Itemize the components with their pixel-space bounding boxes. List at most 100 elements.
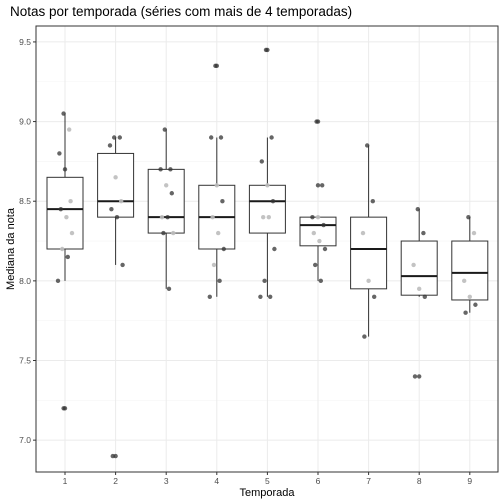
data-point (272, 246, 277, 252)
data-point (462, 278, 467, 284)
box-iqr (46, 176, 84, 250)
data-point (61, 406, 66, 411)
x-axis-title: Temporada (239, 487, 295, 499)
data-point (213, 63, 218, 69)
data-point (370, 199, 375, 204)
data-point (265, 183, 270, 188)
x-tick-label: 3 (164, 476, 169, 486)
data-point (311, 230, 316, 236)
data-point (314, 119, 319, 124)
y-axis-title: Mediana da nota (5, 207, 17, 290)
data-point (164, 183, 169, 188)
chart-title: Notas por temporada (séries com mais de … (10, 4, 352, 19)
data-point (159, 214, 165, 220)
data-point (362, 334, 367, 339)
y-tick-label: 8.5 (19, 196, 31, 206)
data-point (268, 294, 273, 299)
box-category-5 (248, 47, 286, 297)
data-point (161, 230, 166, 236)
outlier-point (417, 374, 422, 379)
data-point (412, 374, 418, 379)
data-point (57, 151, 62, 156)
data-point (169, 191, 174, 196)
box-category-9 (451, 217, 489, 313)
data-point (259, 159, 264, 164)
data-point (119, 199, 124, 204)
box-category-1 (46, 113, 84, 411)
data-point (214, 183, 219, 188)
box-category-2 (97, 137, 135, 459)
data-point (266, 214, 271, 220)
data-point (62, 167, 68, 172)
data-point (321, 222, 326, 228)
data-point (210, 214, 215, 220)
data-point (315, 214, 321, 220)
data-point (217, 278, 222, 284)
data-point (422, 294, 427, 299)
data-point (209, 135, 214, 140)
y-tick-label: 9.0 (19, 117, 31, 127)
data-point (313, 262, 318, 268)
y-tick-label: 7.0 (19, 435, 31, 445)
data-point (165, 214, 170, 220)
box-layer (46, 47, 489, 459)
data-point (114, 214, 120, 220)
data-point (65, 254, 71, 260)
data-point (263, 47, 269, 53)
data-point (466, 214, 471, 220)
data-point (473, 302, 478, 307)
data-point (69, 230, 75, 236)
data-point (366, 278, 371, 284)
data-point (360, 230, 366, 236)
data-point (218, 135, 224, 140)
x-tick-label: 8 (417, 476, 422, 486)
data-point (261, 214, 266, 220)
x-tick-label: 2 (113, 476, 118, 486)
box-category-8 (400, 209, 438, 379)
box-iqr (97, 152, 135, 218)
data-point (365, 143, 370, 148)
data-point (317, 238, 322, 244)
data-point (171, 230, 176, 236)
data-point (411, 262, 416, 268)
data-point (372, 294, 377, 299)
x-tick-label: 5 (265, 476, 270, 486)
data-point (320, 183, 325, 188)
data-point (216, 230, 221, 236)
data-point (221, 246, 226, 252)
data-point (463, 310, 468, 315)
data-point (68, 199, 73, 204)
data-point (166, 286, 172, 292)
data-point (162, 127, 167, 132)
box-category-7 (350, 145, 388, 337)
point-layer (55, 47, 478, 459)
data-point (60, 246, 65, 252)
data-point (207, 294, 212, 299)
data-point (120, 262, 125, 268)
box-iqr (451, 240, 489, 301)
data-point (467, 294, 472, 299)
outlier-point (315, 183, 321, 188)
box-category-3 (147, 129, 185, 289)
data-point (64, 214, 69, 220)
data-point (322, 246, 328, 252)
data-point (112, 135, 117, 140)
data-point (471, 230, 477, 236)
data-point (58, 206, 63, 212)
data-point (61, 111, 66, 116)
data-point (109, 206, 114, 212)
data-point (415, 206, 420, 212)
x-tick-label: 1 (63, 476, 68, 486)
data-point (113, 175, 118, 180)
data-point (270, 199, 276, 204)
box-category-4 (198, 63, 236, 297)
data-point (67, 127, 72, 132)
data-point (110, 453, 116, 459)
data-point (417, 286, 422, 292)
axis-layer: 7.0 7.5 8.0 8.5 9.0 9.5 1 2 3 4 5 6 7 8 9 (19, 37, 472, 486)
box-iqr (400, 240, 438, 296)
y-tick-label: 8.0 (19, 276, 31, 286)
box-iqr (350, 216, 388, 290)
